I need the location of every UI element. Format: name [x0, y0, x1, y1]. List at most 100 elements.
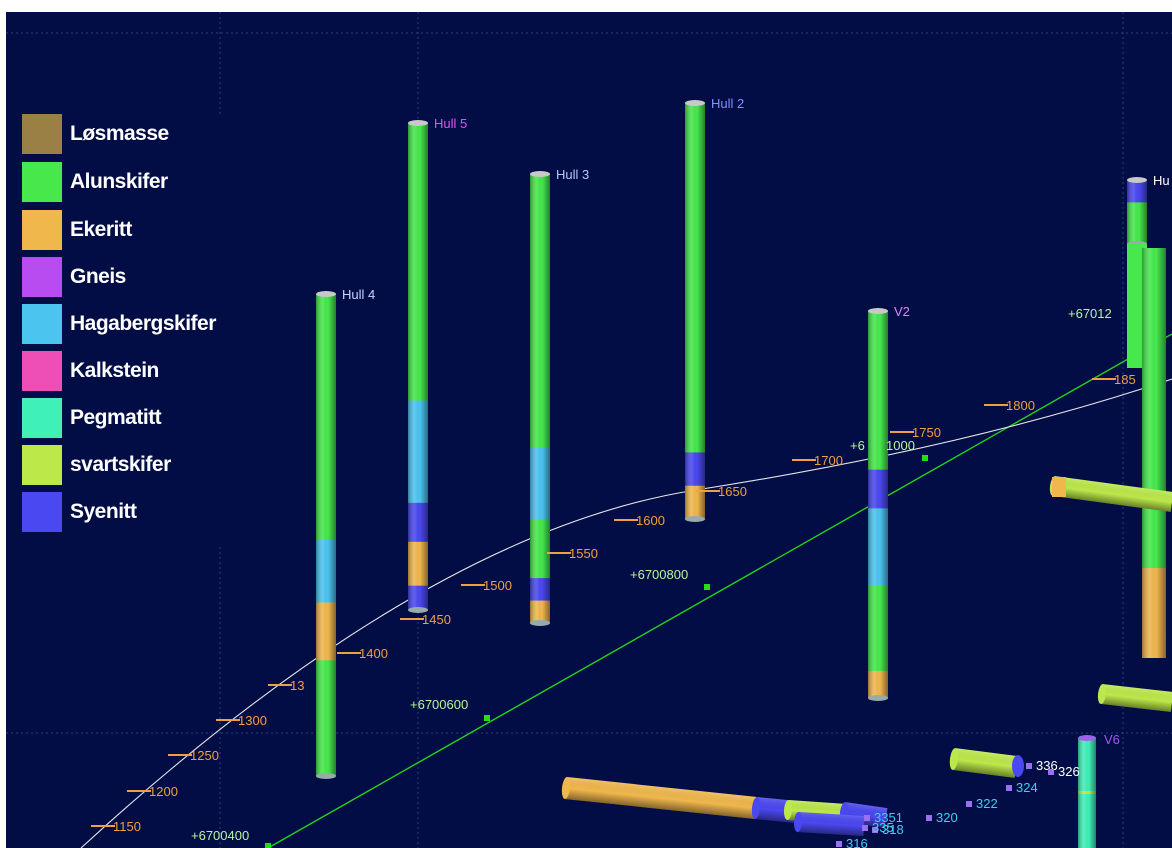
drillhole-bottom	[685, 516, 705, 522]
point-label: 336	[1036, 758, 1058, 773]
chainage-label: 1700	[814, 453, 843, 468]
grid-tick-marker	[265, 843, 271, 848]
drillhole-v2	[868, 308, 888, 701]
drillhole-v6	[1078, 735, 1096, 848]
legend-swatch	[22, 492, 62, 532]
point-marker	[872, 827, 878, 833]
drillhole-cap	[868, 308, 888, 314]
drillhole-cap	[316, 291, 336, 297]
drillhole-hull-2	[685, 100, 705, 522]
drillhole-shading	[1127, 180, 1147, 244]
point-label: 322	[976, 796, 998, 811]
drillhole-shading	[316, 294, 336, 776]
drillhole-partial-right	[1127, 244, 1166, 658]
chainage-label: 1600	[636, 513, 665, 528]
chainage-label: 13	[290, 678, 304, 693]
drillhole-shading	[1142, 248, 1166, 658]
map-3d-viewport[interactable]: Hull 4 Hull 5 Hull 3 Hull 2 V2 Hu V6 1150 1200 12…	[6, 12, 1172, 848]
drillhole-label: Hull 3	[556, 167, 589, 182]
grid-tick-marker	[484, 715, 490, 721]
drillhole-cap	[783, 800, 793, 820]
legend-label: Gneis	[70, 265, 126, 288]
chainage-label: 1400	[359, 646, 388, 661]
drillhole-bottom	[530, 620, 550, 626]
point-label: 326	[1058, 764, 1080, 779]
chainage-label: 1750	[912, 425, 941, 440]
inclined-hole-middle	[1097, 684, 1172, 712]
drillhole-bottom	[408, 607, 428, 613]
point-marker	[1006, 785, 1012, 791]
drillhole-cap	[408, 120, 428, 126]
drillhole-label: Hull 2	[711, 96, 744, 111]
point-label: 320	[936, 810, 958, 825]
legend-swatch	[22, 114, 62, 154]
grid-coordinate-label: +6700400	[191, 828, 249, 843]
chainage-label: 1650	[718, 484, 747, 499]
drillhole-hull-5	[408, 120, 428, 613]
point-label: 324	[1016, 780, 1038, 795]
drillhole-cap	[1097, 684, 1107, 704]
chainage-label: 185	[1114, 372, 1136, 387]
legend-item-gneis: Gneis	[22, 257, 126, 297]
drillhole-label: Hu	[1153, 173, 1170, 188]
drillhole-label: V6	[1104, 732, 1120, 747]
legend-item-kalkstein: Kalkstein	[22, 351, 159, 391]
inclined-hole-long	[561, 777, 758, 819]
drillhole-hull-3	[530, 171, 550, 626]
legend-item-hagabergskifer: Hagabergskifer	[22, 304, 216, 344]
drillhole-shading	[797, 812, 865, 836]
drillhole-shading	[952, 748, 1018, 778]
grid-coordinate-label: 1000	[886, 438, 915, 453]
drillhole-hull-4	[316, 291, 336, 779]
drillhole-cap	[949, 748, 959, 770]
legend-item-ekeritt: Ekeritt	[22, 210, 132, 250]
legend-label: Kalkstein	[70, 359, 159, 382]
point-marker	[1048, 769, 1054, 775]
drillhole-shading	[1078, 738, 1096, 848]
inclined-hole-lower	[949, 748, 1018, 778]
legend-label: Hagabergskifer	[70, 312, 216, 335]
point-marker	[864, 815, 870, 821]
drillhole-shading	[1052, 476, 1172, 512]
legend-swatch	[22, 351, 62, 391]
legend-swatch	[22, 162, 62, 202]
drillhole-cap	[530, 171, 550, 177]
point-label: 318	[882, 822, 904, 837]
drillhole-shading	[564, 777, 758, 819]
scene-canvas[interactable]: Hull 4 Hull 5 Hull 3 Hull 2 V2 Hu V6 1150 1200 12…	[6, 12, 1172, 848]
drillhole-cap	[751, 797, 761, 819]
drillhole-shading	[868, 311, 888, 698]
legend-swatch	[22, 445, 62, 485]
drillhole-cap	[561, 777, 571, 799]
grid-tick-marker	[704, 584, 710, 590]
legend-label: Ekeritt	[70, 218, 132, 241]
legend-swatch	[22, 304, 62, 344]
point-marker	[966, 801, 972, 807]
drillhole-hu	[1127, 177, 1147, 247]
legend-panel: Løsmasse Alunskifer Ekeritt Gneis Hagabe…	[12, 114, 224, 544]
chainage-label: 1250	[190, 748, 219, 763]
drillhole-label: V2	[894, 304, 910, 319]
point-marker	[862, 825, 868, 831]
grid-coordinate-label: +6700600	[410, 697, 468, 712]
drillhole-label: Hull 5	[434, 116, 467, 131]
drillhole-shading	[1100, 684, 1172, 712]
profile-line	[80, 378, 1172, 848]
legend-item-syenitt: Syenitt	[22, 492, 137, 532]
drillhole-segment	[1052, 477, 1066, 497]
legend-item-svartskifer: svartskifer	[22, 445, 171, 485]
point-label: 316	[846, 836, 868, 848]
legend-label: Løsmasse	[70, 122, 169, 145]
grid-coordinate-label: +67012	[1068, 306, 1112, 321]
grid-coordinate-label: +6	[850, 438, 865, 453]
point-marker	[926, 815, 932, 821]
legend-swatch	[22, 210, 62, 250]
point-label: 335	[872, 820, 894, 835]
grid-coordinate-label: +6700800	[630, 567, 688, 582]
drillhole-bottom	[316, 773, 336, 779]
drillhole-cap	[1078, 735, 1096, 741]
drillhole-cap	[1012, 755, 1024, 777]
drillhole-cap	[685, 100, 705, 106]
drillhole-label: Hull 4	[342, 287, 375, 302]
chainage-label: 1150	[113, 819, 141, 834]
